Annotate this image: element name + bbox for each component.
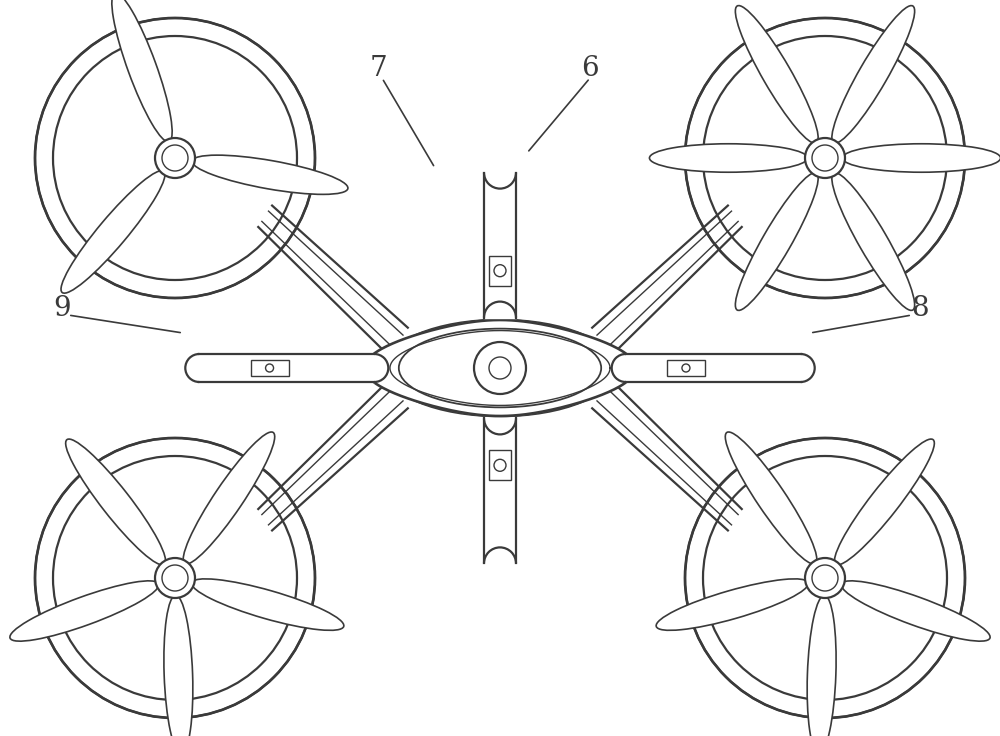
Ellipse shape	[735, 173, 818, 311]
Ellipse shape	[61, 171, 165, 293]
Ellipse shape	[192, 579, 344, 630]
Polygon shape	[626, 354, 801, 382]
Circle shape	[474, 342, 526, 394]
Text: 9: 9	[53, 294, 71, 322]
Polygon shape	[258, 205, 408, 356]
Ellipse shape	[807, 595, 836, 736]
Ellipse shape	[832, 173, 915, 311]
Circle shape	[35, 18, 315, 298]
Circle shape	[805, 558, 845, 598]
Bar	[667, 360, 705, 376]
Polygon shape	[592, 205, 742, 356]
Ellipse shape	[112, 0, 172, 142]
Polygon shape	[592, 380, 742, 531]
Text: 7: 7	[369, 54, 387, 82]
Circle shape	[812, 565, 838, 591]
Ellipse shape	[192, 155, 348, 194]
Ellipse shape	[656, 579, 808, 630]
Polygon shape	[199, 354, 374, 382]
Ellipse shape	[842, 144, 1000, 172]
Bar	[251, 360, 289, 376]
Polygon shape	[258, 380, 408, 531]
Ellipse shape	[649, 144, 808, 172]
Ellipse shape	[66, 439, 166, 565]
Ellipse shape	[183, 432, 275, 564]
Text: 8: 8	[911, 294, 929, 322]
Bar	[489, 450, 511, 481]
Circle shape	[162, 565, 188, 591]
Circle shape	[685, 18, 965, 298]
Circle shape	[155, 138, 195, 178]
Ellipse shape	[385, 320, 615, 416]
Polygon shape	[484, 173, 516, 318]
Ellipse shape	[834, 439, 934, 565]
Circle shape	[35, 438, 315, 718]
Text: 6: 6	[581, 54, 599, 82]
Circle shape	[812, 145, 838, 171]
Ellipse shape	[725, 432, 817, 564]
Circle shape	[685, 438, 965, 718]
Polygon shape	[364, 320, 636, 416]
Circle shape	[162, 145, 188, 171]
Bar	[489, 255, 511, 286]
Ellipse shape	[832, 6, 915, 144]
Circle shape	[155, 558, 195, 598]
Circle shape	[805, 138, 845, 178]
Ellipse shape	[164, 595, 193, 736]
Ellipse shape	[735, 6, 818, 144]
Polygon shape	[484, 418, 516, 563]
Ellipse shape	[841, 581, 990, 641]
Circle shape	[489, 357, 511, 379]
Ellipse shape	[10, 581, 159, 641]
